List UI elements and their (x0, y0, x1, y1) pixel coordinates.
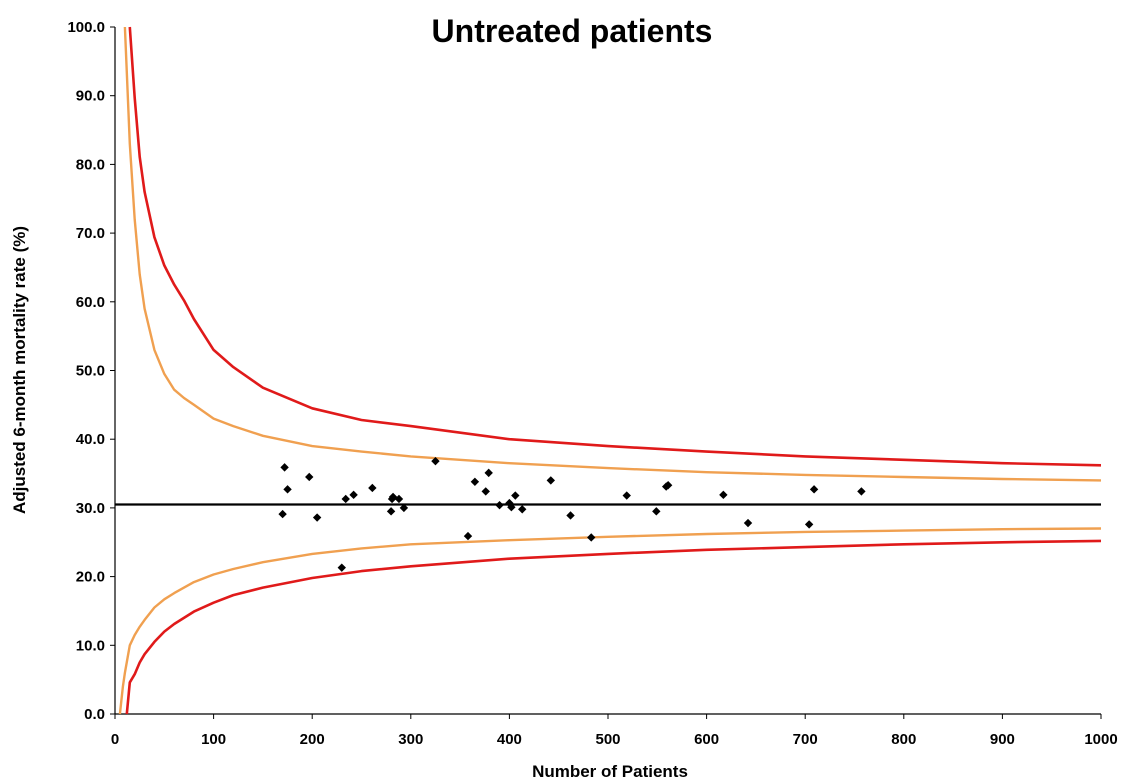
data-point (312, 513, 322, 522)
y-tick-label: 20.0 (76, 569, 105, 586)
y-tick-label: 90.0 (76, 88, 105, 105)
y-tick-label: 100.0 (67, 19, 105, 36)
y-tick-label: 80.0 (76, 156, 105, 173)
data-point (804, 520, 814, 529)
limit-curve-outer-lower (125, 539, 1102, 715)
limit-curve-outer-upper (128, 26, 1102, 467)
control-limit-curves (118, 26, 1102, 715)
x-tick-label: 1000 (1084, 731, 1117, 748)
x-tick-label: 600 (694, 731, 719, 748)
data-point (337, 563, 346, 572)
data-point (278, 509, 287, 519)
data-point (484, 468, 493, 478)
x-tick-label: 300 (398, 731, 423, 748)
data-point (546, 476, 556, 485)
data-point (280, 463, 289, 472)
data-point (507, 503, 516, 512)
y-tick-labels: 0.0 10.0 20.0 30.0 40.0 50.0 60.0 70.0 80.0 90.0 1… (67, 19, 115, 723)
chart-title: Untreated patients (432, 13, 713, 49)
y-tick-label: 10.0 (76, 637, 105, 654)
data-point (394, 494, 404, 504)
data-point (305, 472, 314, 482)
x-tick-label: 900 (990, 731, 1015, 748)
y-tick-label: 50.0 (76, 363, 105, 380)
x-tick-label: 100 (201, 731, 226, 748)
data-point (349, 490, 358, 500)
data-point (663, 481, 673, 490)
x-tick-label: 0 (111, 731, 119, 748)
x-tick-label: 500 (595, 731, 620, 748)
data-point (719, 490, 728, 500)
data-point (431, 456, 440, 466)
y-tick-label: 70.0 (76, 225, 105, 242)
data-point (518, 505, 527, 514)
data-point (743, 518, 753, 528)
y-axis-label: Adjusted 6-month mortality rate (%) (10, 226, 29, 514)
x-tick-label: 200 (300, 731, 325, 748)
data-point (368, 483, 377, 493)
y-tick-label: 0.0 (84, 706, 105, 723)
data-points (278, 456, 866, 572)
x-tick-label: 400 (497, 731, 522, 748)
data-point (399, 503, 409, 513)
data-point (587, 533, 596, 542)
limit-curve-inner-lower (118, 527, 1102, 715)
data-point (622, 491, 631, 500)
data-point (470, 477, 480, 486)
data-point (495, 500, 504, 510)
data-point (386, 507, 396, 516)
data-point (809, 485, 819, 494)
x-axis-label: Number of Patients (532, 762, 688, 781)
data-point (481, 487, 490, 496)
data-point (857, 487, 866, 496)
data-point (511, 491, 520, 500)
x-tick-label: 700 (793, 731, 818, 748)
y-tick-label: 60.0 (76, 294, 105, 311)
data-point (283, 485, 292, 494)
y-tick-label: 30.0 (76, 500, 105, 517)
data-point (652, 507, 661, 516)
x-tick-label: 800 (891, 731, 916, 748)
data-point (341, 494, 350, 504)
limit-curve-inner-upper (123, 26, 1102, 482)
y-tick-label: 40.0 (76, 431, 105, 448)
data-point (463, 531, 473, 541)
x-tick-labels: 0 100 200 300 400 500 600 700 800 900 1000 (111, 714, 1118, 748)
data-point (566, 511, 575, 520)
